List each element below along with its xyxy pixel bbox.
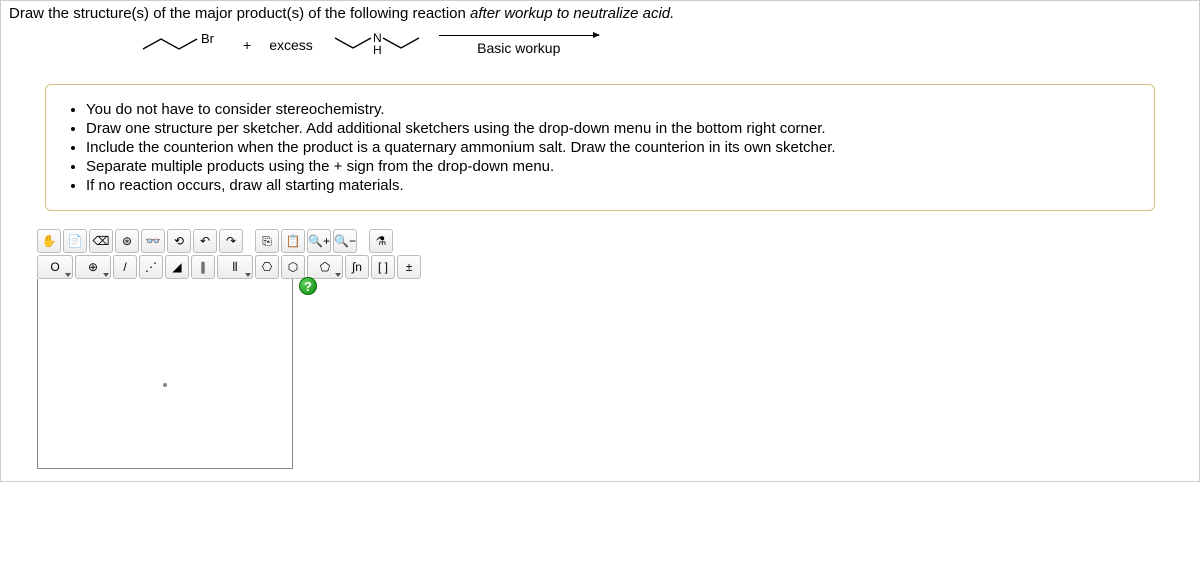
reagent-amine: N H <box>331 28 421 62</box>
instruction-item: You do not have to consider stereochemis… <box>86 101 1136 118</box>
instructions-box: You do not have to consider stereochemis… <box>45 84 1155 211</box>
lasso-icon[interactable]: ⟲ <box>167 229 191 253</box>
atom-o-icon[interactable]: O <box>37 255 73 279</box>
prompt-italic: after workup to neutralize acid. <box>470 5 674 22</box>
reaction-scheme: Br + excess N H Basic workup <box>139 28 1191 62</box>
undo-icon[interactable]: ↶ <box>193 229 217 253</box>
excess-label: excess <box>269 37 313 53</box>
amine-h-label: H <box>373 43 382 57</box>
open-hand-icon[interactable]: ✋ <box>37 229 61 253</box>
single-bond-icon[interactable]: / <box>113 255 137 279</box>
zoom-in-icon[interactable]: 🔍+ <box>307 229 331 253</box>
arrow-label: Basic workup <box>477 40 560 56</box>
canvas-start-atom[interactable] <box>163 383 167 387</box>
reaction-arrow: Basic workup <box>439 35 599 56</box>
br-label: Br <box>201 31 215 46</box>
toolbar-spacer <box>359 229 367 253</box>
instruction-item: Draw one structure per sketcher. Add add… <box>86 120 1136 137</box>
sketcher-widget: ✋ 📄 ⌫ ⊛ 👓 ⟲ ↶ ↷ ⎘ 📋 🔍+ 🔍− ⚗ O ⊕ / ⋰ ◢ ∥ … <box>37 229 501 469</box>
cyclopentane-icon[interactable]: ⬠ <box>307 255 343 279</box>
glasses-icon[interactable]: 👓 <box>141 229 165 253</box>
triple-bond-icon[interactable]: ⫴ <box>217 255 253 279</box>
target-icon[interactable]: ⊛ <box>115 229 139 253</box>
bracket-icon[interactable]: [ ] <box>371 255 395 279</box>
help-button[interactable]: ? <box>299 277 317 295</box>
copy-icon[interactable]: ⎘ <box>255 229 279 253</box>
instruction-item: If no reaction occurs, draw all starting… <box>86 177 1136 194</box>
flask-icon[interactable]: ⚗ <box>369 229 393 253</box>
toolbar-spacer <box>245 229 253 253</box>
toolbar-row-2: O ⊕ / ⋰ ◢ ∥ ⫴ ⎔ ⬡ ⬠ ∫n [ ] ± <box>37 255 501 279</box>
integral-n-icon[interactable]: ∫n <box>345 255 369 279</box>
zoom-out-icon[interactable]: 🔍− <box>333 229 357 253</box>
dotted-bond-icon[interactable]: ⋰ <box>139 255 163 279</box>
plus-circle-icon[interactable]: ⊕ <box>75 255 111 279</box>
toolbar-row-1: ✋ 📄 ⌫ ⊛ 👓 ⟲ ↶ ↷ ⎘ 📋 🔍+ 🔍− ⚗ <box>37 229 501 253</box>
benzene-icon[interactable]: ⎔ <box>255 255 279 279</box>
question-prompt: Draw the structure(s) of the major produ… <box>9 5 1191 22</box>
reagent-propyl-bromide: Br <box>139 31 225 59</box>
redo-icon[interactable]: ↷ <box>219 229 243 253</box>
document-icon[interactable]: 📄 <box>63 229 87 253</box>
instruction-item: Include the counterion when the product … <box>86 139 1136 156</box>
sketcher-canvas[interactable] <box>37 279 293 469</box>
cyclohexane-icon[interactable]: ⬡ <box>281 255 305 279</box>
double-bond-icon[interactable]: ∥ <box>191 255 215 279</box>
prompt-lead: Draw the structure(s) of the major produ… <box>9 5 470 22</box>
paste-icon[interactable]: 📋 <box>281 229 305 253</box>
wedge-bond-icon[interactable]: ◢ <box>165 255 189 279</box>
instruction-item: Separate multiple products using the + s… <box>86 158 1136 175</box>
eraser-icon[interactable]: ⌫ <box>89 229 113 253</box>
plus-sign: + <box>243 37 251 53</box>
charge-icon[interactable]: ± <box>397 255 421 279</box>
